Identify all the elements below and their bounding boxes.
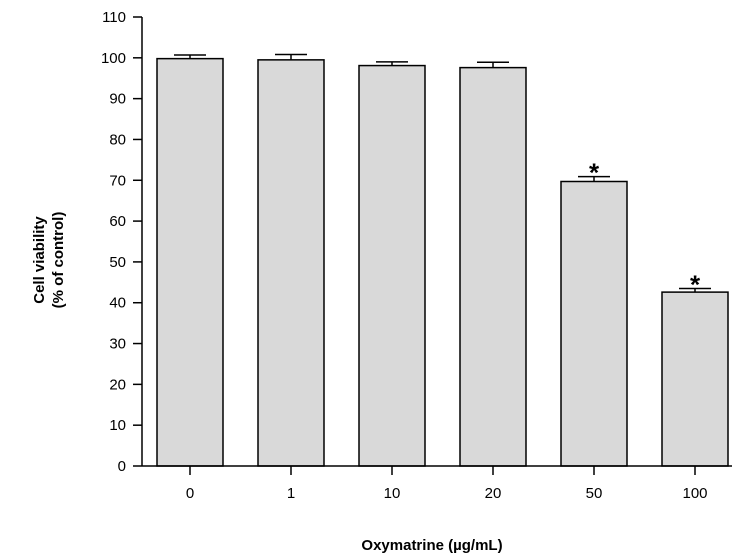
bar-10 [358, 64, 426, 467]
y-tick-label-50: 50 [109, 254, 126, 271]
y-tick-label-40: 40 [109, 295, 126, 312]
x-tick-label-10: 10 [384, 485, 401, 502]
y-tick-label-80: 80 [109, 131, 126, 148]
significance-marker-100: * [690, 269, 701, 299]
x-axis-title: Oxymatrine (µg/mL) [361, 537, 502, 554]
y-tick-label-70: 70 [109, 172, 126, 189]
y-tick-label-100: 100 [101, 50, 126, 67]
y-axis-title-line-2: (% of control) [50, 212, 67, 309]
bar-20 [459, 66, 527, 467]
y-tick-label-110: 110 [102, 9, 126, 26]
y-tick-label-0: 0 [118, 458, 126, 475]
y-tick-label-90: 90 [109, 91, 126, 108]
x-tick-label-1: 1 [287, 485, 295, 502]
bar-100 [661, 291, 729, 467]
x-tick-label-50: 50 [586, 485, 603, 502]
bar-0 [156, 57, 224, 467]
bar-1 [257, 59, 325, 467]
y-tick-label-60: 60 [109, 213, 126, 230]
y-tick-label-30: 30 [109, 336, 126, 353]
significance-marker-50: * [589, 158, 600, 188]
y-tick-label-10: 10 [109, 417, 126, 434]
y-axis-title-line-1: Cell viability [31, 216, 48, 304]
y-tick-label-20: 20 [109, 376, 126, 393]
bar-50 [560, 180, 628, 467]
x-tick-label-100: 100 [682, 485, 707, 502]
y-axis-title: Cell viability (% of control) [31, 212, 67, 309]
x-tick-label-20: 20 [485, 485, 502, 502]
x-tick-label-0: 0 [186, 485, 194, 502]
